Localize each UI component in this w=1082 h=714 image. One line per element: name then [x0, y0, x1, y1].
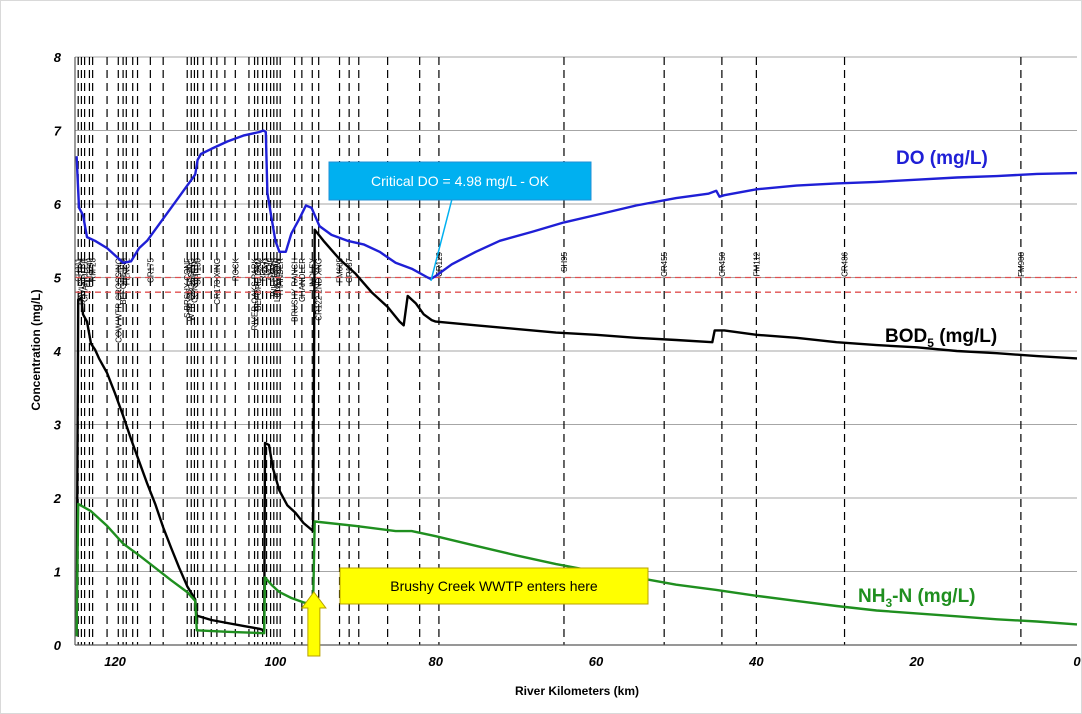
bod-series-label: BOD5 (mg/L) — [885, 326, 997, 350]
station-label: FM908 — [1017, 251, 1026, 276]
x-tick-label: 60 — [589, 654, 604, 669]
station-label: LINDLEY — [308, 257, 317, 291]
y-axis-title: Concentration (mg/L) — [29, 289, 43, 410]
station-label: CR173 XING — [213, 258, 222, 305]
station-label: COW WTR CROSSING — [114, 258, 123, 343]
critical-do-text: Critical DO = 4.98 mg/L - OK — [371, 173, 550, 189]
bod-label-sub: 5 — [927, 336, 934, 350]
station-label: CONCRETE — [190, 258, 199, 303]
station-label: CR122 2ND XNG — [315, 258, 324, 321]
tick-labels: 0 1 2 3 4 5 6 7 8 120 100 80 60 40 20 0 — [53, 50, 1082, 669]
y-tick-label: 7 — [54, 124, 62, 139]
station-label: BEFORE DAM — [254, 258, 263, 311]
x-tick-label: 80 — [428, 654, 443, 669]
station-label: DAM — [263, 258, 272, 276]
station-label: ROCK — [259, 257, 268, 281]
y-tick-label: 3 — [54, 418, 62, 433]
x-tick-label: 120 — [104, 654, 126, 669]
station-label: WTR CROSSING — [187, 258, 196, 321]
station-label: CR450 — [718, 251, 727, 276]
critical-do-box — [328, 161, 592, 201]
station-label: CR455 — [660, 251, 669, 276]
nh3-label-main: NH — [858, 586, 885, 607]
station-label: FM112 — [752, 251, 761, 276]
wwtp-arrow — [300, 591, 327, 657]
station-label: CR111 — [74, 257, 83, 281]
critical-do-pointer — [430, 198, 453, 282]
station-label: RIVER OAKS PARK — [251, 257, 260, 330]
threshold-lines — [75, 276, 1077, 293]
x-tick-label: 20 — [908, 654, 924, 669]
y-tick-label: 4 — [53, 344, 62, 359]
wwtp-text: Brushy Creek WWTP enters here — [390, 578, 598, 594]
axes — [74, 57, 1077, 646]
station-label: BRUSHY RANCH — [291, 258, 300, 322]
station-label: RM 28 — [89, 257, 98, 281]
station-label: CR486 — [841, 251, 850, 276]
x-axis-title: River Kilometers (km) — [515, 684, 639, 698]
station-label: LONG BOW — [273, 258, 282, 302]
station-label: CHANDLER — [298, 258, 307, 302]
station-label: BEFORE FM — [119, 258, 128, 305]
station-label: DAVIS STRY — [77, 257, 86, 304]
critical-do-callout: Critical DO = 4.98 mg/L - OK — [328, 161, 592, 282]
series-line — [75, 228, 1078, 637]
wwtp-box — [339, 567, 649, 605]
station-label: ROCK — [231, 257, 240, 281]
wwtp-callout: Brushy Creek WWTP enters here — [300, 567, 649, 657]
x-tick-label: 100 — [265, 654, 287, 669]
series-line — [75, 502, 1078, 637]
station-label: CHANDLER — [81, 258, 90, 302]
station-label: SH 130 — [194, 257, 203, 284]
y-tick-label: 8 — [54, 50, 62, 65]
y-tick-label: 2 — [53, 491, 62, 506]
station-label: FENCE — [122, 258, 131, 285]
do-series-label: DO (mg/L) — [896, 148, 988, 169]
y-tick-label: 5 — [54, 271, 62, 286]
x-tick-label: 0 — [1073, 654, 1081, 669]
station-label: WILLIAMS — [270, 258, 279, 296]
y-tick-label: 0 — [54, 638, 62, 653]
series-line — [75, 129, 1078, 281]
station-label: CR129 — [435, 251, 444, 276]
x-tick-label: 40 — [748, 654, 764, 669]
bod-label-unit: (mg/L) — [934, 326, 997, 347]
station-label: S BRSHY CONF — [183, 258, 192, 318]
station-label: FM685 — [336, 257, 345, 282]
station-label: SH 45 — [267, 257, 276, 280]
data-series — [75, 129, 1078, 637]
bod-label-main: BOD — [885, 326, 927, 347]
nh3-series-label: NH3-N (mg/L) — [858, 586, 976, 610]
station-label: SH95 — [560, 251, 569, 272]
station-label: FM3349 — [85, 257, 94, 287]
nh3-label-unit: -N (mg/L) — [892, 586, 975, 607]
nh3-label-sub: 3 — [885, 596, 892, 610]
station-label: CR175 — [146, 257, 155, 282]
y-tick-label: 6 — [54, 197, 62, 212]
y-tick-label: 1 — [54, 565, 61, 580]
station-label: CR137 — [345, 257, 354, 282]
